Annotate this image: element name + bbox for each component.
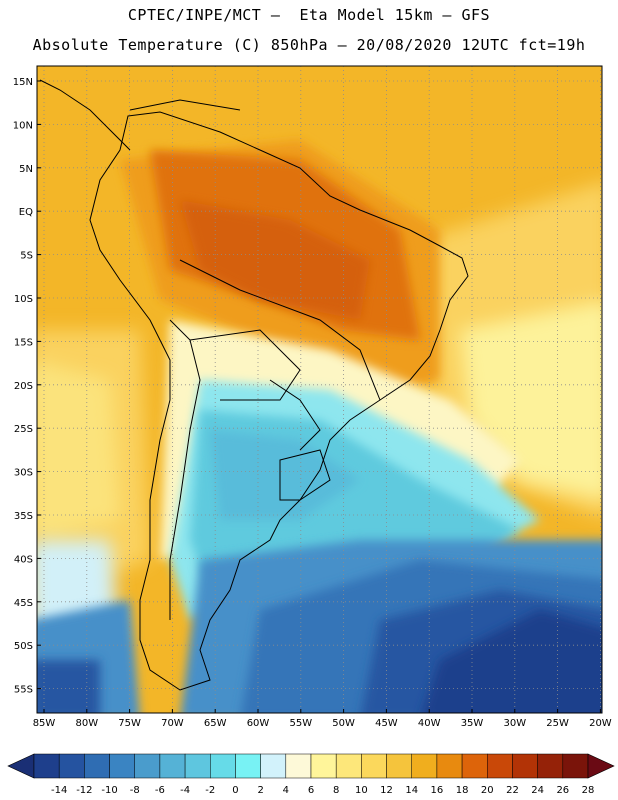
colorbar-swatch: [184, 753, 211, 779]
lon-label: 25W: [546, 718, 569, 729]
lon-label: 40W: [418, 718, 441, 729]
lat-label: 5N: [19, 164, 33, 175]
title-line-2: Absolute Temperature (C) 850hPa – 20/08/…: [32, 36, 586, 54]
colorbar-swatch: [58, 753, 85, 779]
colorbar-label: -4: [180, 785, 190, 796]
central-america: [39, 79, 131, 151]
colorbar-label: 10: [355, 785, 368, 796]
lon-label: 85W: [33, 718, 56, 729]
colorbar-label: 28: [582, 785, 595, 796]
lon-label: 60W: [247, 718, 270, 729]
lon-label: 65W: [204, 718, 227, 729]
lon-label: 50W: [332, 718, 355, 729]
colorbar-label: -10: [101, 785, 117, 796]
colorbar-label: 20: [481, 785, 494, 796]
latitude-labels: 15N 10N 5N EQ 5S 10S 15S 20S 25S 30S 35S 40S 45S 50S 5…: [13, 77, 41, 696]
colorbar-swatch: [109, 753, 135, 779]
lat-label: 30S: [14, 468, 33, 479]
brazil-border: [179, 259, 381, 401]
colorbar-swatch: [285, 753, 312, 779]
lat-label: 25S: [14, 424, 33, 435]
colorbar-label: 6: [308, 785, 314, 796]
lat-label: 20S: [14, 381, 33, 392]
temperature-field: [37, 66, 602, 713]
lon-label: 75W: [118, 718, 141, 729]
field-amazon-core: [180, 200, 370, 320]
bolivia-border: [189, 329, 301, 401]
lon-label: 45W: [375, 718, 398, 729]
colorbar-swatch: [260, 753, 287, 779]
lon-label: 20W: [589, 718, 612, 729]
colorbar-label: -14: [51, 785, 67, 796]
colorbar-swatch: [537, 753, 564, 779]
colorbar-label: 26: [556, 785, 569, 796]
lat-label: 15N: [13, 77, 33, 88]
lon-label: 55W: [289, 718, 312, 729]
lat-label: 5S: [20, 251, 33, 262]
country-borders: [39, 79, 469, 691]
lat-label: 45S: [14, 598, 33, 609]
south-america-coast: [89, 111, 469, 691]
colorbar-swatch: [335, 753, 362, 779]
colorbar-label: -6: [155, 785, 165, 796]
lat-label: 35S: [14, 511, 33, 522]
lat-label: 50S: [14, 641, 33, 652]
colorbar-swatch: [84, 753, 110, 779]
longitude-labels: 85W 80W 75W 70W 65W 60W 55W 50W 45W 40W 35W 30W 25W 2…: [33, 709, 612, 729]
colorbar-label: 8: [333, 785, 339, 796]
colorbar-swatch: [361, 753, 387, 779]
colorbar-label: 18: [456, 785, 469, 796]
field-cold-core: [210, 430, 360, 520]
colorbar-label: 22: [506, 785, 519, 796]
lat-label: 15S: [14, 337, 33, 348]
colorbar-swatch: [461, 753, 488, 779]
colorbar-label: 0: [232, 785, 238, 796]
colorbar-low-arrow: [7, 753, 35, 779]
uruguay-border: [279, 449, 331, 501]
colorbar-label: 16: [431, 785, 444, 796]
colorbar: -14 -12 -10 -8 -6 -4 -2 0 2 4 6 8 10 12 14 16 18 20 22 24 26…: [7, 753, 615, 796]
colorbar-swatch: [487, 753, 513, 779]
colorbar-swatch: [134, 753, 161, 779]
colorbar-swatch: [562, 753, 589, 779]
colorbar-label: 14: [405, 785, 418, 796]
lon-label: 80W: [75, 718, 98, 729]
paraguay-border: [269, 379, 321, 451]
field-south-ocean-4: [422, 610, 602, 713]
lat-label: 40S: [14, 554, 33, 565]
lat-label: 10N: [13, 120, 33, 131]
colorbar-label: 4: [283, 785, 289, 796]
lat-label: EQ: [19, 207, 33, 218]
lat-label: 55S: [14, 685, 33, 696]
lon-label: 30W: [503, 718, 526, 729]
colorbar-label: -8: [130, 785, 140, 796]
colorbar-swatch: [235, 753, 261, 779]
caribbean-coast: [129, 99, 241, 111]
plot-frame: [36, 65, 603, 714]
colorbar-swatch: [210, 753, 236, 779]
lat-label: 10S: [14, 294, 33, 305]
colorbar-swatch: [436, 753, 463, 779]
colorbar-swatch: [386, 753, 412, 779]
field-sw-ocean-deep: [37, 660, 100, 713]
colorbar-label: 2: [257, 785, 263, 796]
title-line-1: CPTEC/INPE/MCT – Eta Model 15km – GFS: [127, 6, 491, 24]
colorbar-swatch: [159, 753, 186, 779]
colorbar-label: -2: [205, 785, 215, 796]
colorbar-swatch: [310, 753, 337, 779]
colorbar-label: 24: [531, 785, 544, 796]
colorbar-swatch: [411, 753, 438, 779]
colorbar-swatch: [33, 753, 60, 779]
colorbar-label: -12: [76, 785, 92, 796]
colorbar-swatch: [512, 753, 538, 779]
colorbar-label: 12: [380, 785, 393, 796]
field-pacific-pale: [37, 361, 120, 539]
colorbar-high-arrow: [587, 753, 615, 779]
lon-label: 35W: [461, 718, 484, 729]
lon-label: 70W: [161, 718, 184, 729]
